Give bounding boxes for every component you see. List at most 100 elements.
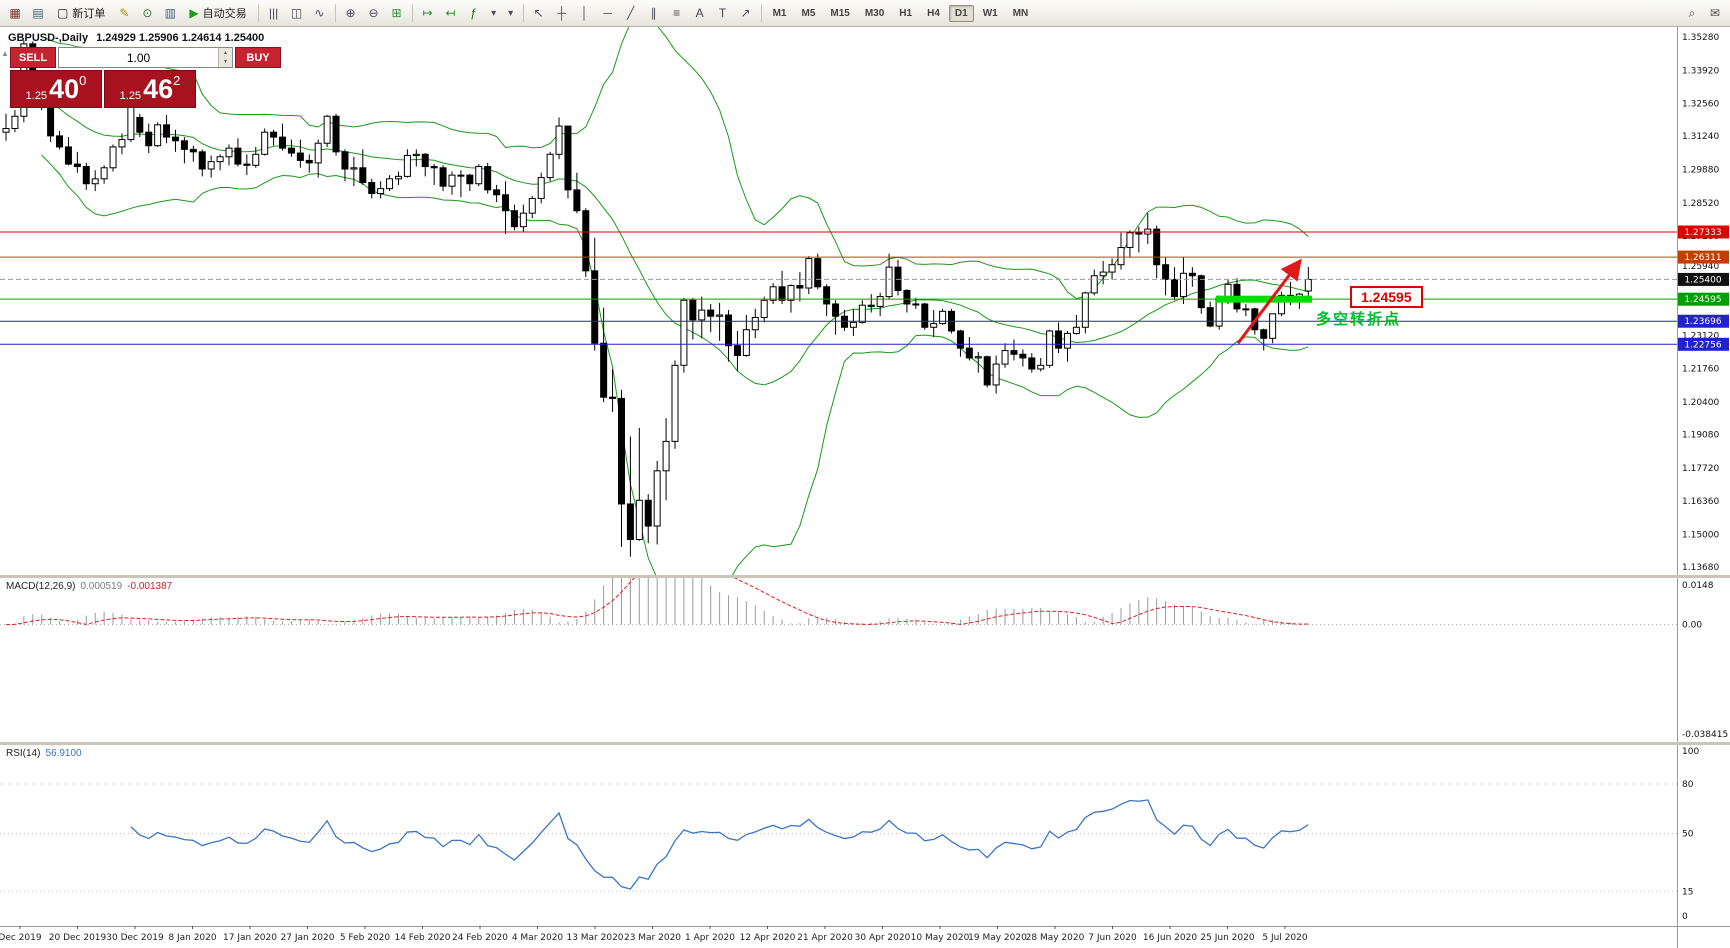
macd-axis[interactable]: 0.0148 0.00 -0.038415 [1682, 581, 1728, 740]
candlestick-chart-icon[interactable]: ◫ [286, 3, 308, 23]
price-tick-label: 1.23120 [1682, 331, 1719, 341]
new-order-button[interactable]: ▢ 新订单 [50, 3, 112, 23]
buy-button[interactable]: BUY [235, 47, 281, 68]
toolbar-scroll-group: ↦ ↤ ƒ ▾ ▾ [417, 3, 519, 23]
timeframe-h1-button[interactable]: H1 [893, 5, 918, 22]
autotrading-icon: ▶ [189, 6, 199, 20]
rsi-panel: 100 80 50 15 0 RSI(14) 56.9100 [0, 745, 1730, 926]
line-chart-icon[interactable]: ∿ [309, 3, 331, 23]
date-label: 7 Jun 2020 [1088, 933, 1137, 943]
timeframe-m5-button[interactable]: M5 [795, 5, 821, 22]
horizontal-line-icon[interactable]: ─ [597, 3, 619, 23]
timeframe-bar: M1 M5 M15 M30 H1 H4 D1 W1 MN [766, 4, 1036, 22]
price-tick-label: 1.15000 [1682, 531, 1719, 541]
toolbar-separator [334, 4, 336, 22]
date-label: 17 Jan 2020 [223, 933, 277, 943]
toolbar-separator [411, 4, 413, 22]
trend-arrow[interactable] [1236, 258, 1302, 345]
timeframe-m1-button[interactable]: M1 [767, 5, 793, 22]
panel-splitter[interactable] [0, 575, 1730, 578]
bar-chart-icon[interactable]: ||| [263, 3, 285, 23]
autotrading-button[interactable]: ▶ 自动交易 [182, 3, 253, 23]
date-label: 8 Jan 2020 [168, 933, 216, 943]
auto-scroll-icon[interactable]: ↦ [417, 3, 439, 23]
rsi-axis-label: 100 [1682, 747, 1699, 757]
mail-icon[interactable]: ✉ [1704, 3, 1726, 23]
rsi-axis-label: 80 [1682, 780, 1694, 790]
volume-spinner: ▲ ▼ [218, 48, 232, 67]
timeframe-mn-button[interactable]: MN [1007, 5, 1035, 22]
time-axis[interactable]: Dec 2019 20 Dec 2019 30 Dec 2019 8 Jan 2020… [0, 926, 1730, 948]
sell-button[interactable]: SELL [10, 47, 56, 68]
timeframe-m15-button[interactable]: M15 [824, 5, 855, 22]
timeframe-w1-button[interactable]: W1 [977, 5, 1004, 22]
bollinger-bands [41, 27, 1309, 575]
vertical-line-icon[interactable]: │ [574, 3, 596, 23]
zoom-out-icon[interactable]: ⊖ [363, 3, 385, 23]
volume-input[interactable] [59, 48, 218, 67]
volume-decrease-button[interactable]: ▼ [219, 57, 232, 67]
price-level-badge-label: 1.22756 [1684, 340, 1721, 350]
date-label: 4 Mar 2020 [512, 933, 564, 943]
date-label: 1 Apr 2020 [685, 933, 735, 943]
timeframe-d1-button[interactable]: D1 [948, 4, 974, 22]
tile-windows-icon[interactable]: ⊞ [386, 3, 408, 23]
market-watch-icon[interactable]: ⊙ [136, 3, 158, 23]
macd-chart[interactable]: 0.0148 0.00 -0.038415 [0, 578, 1730, 742]
macd-signal-line [5, 578, 1309, 626]
timeframe-h4-button[interactable]: H4 [921, 5, 946, 22]
text-icon[interactable]: A [689, 3, 711, 23]
equidistant-channel-icon[interactable]: ∥ [643, 3, 665, 23]
price-level-badge [1678, 337, 1729, 351]
data-window-icon[interactable]: ▥ [159, 3, 181, 23]
price-level-badge-label: 1.26311 [1684, 253, 1721, 263]
macd-axis-label: 0.00 [1682, 621, 1702, 631]
rsi-chart[interactable]: 100 80 50 15 0 [0, 745, 1730, 926]
one-click-collapse-icon[interactable]: ▲ [1, 49, 9, 58]
macd-axis-label: -0.038415 [1682, 730, 1728, 740]
trendline-icon[interactable]: ╱ [620, 3, 642, 23]
price-level-badge-label: 1.23696 [1684, 317, 1721, 327]
macd-axis-label: 0.0148 [1682, 581, 1714, 591]
price-chart-panel: 1.35280 1.33920 1.32560 1.31240 1.29880 1.285… [0, 27, 1730, 575]
fibonacci-icon[interactable]: ≡ [666, 3, 688, 23]
search-icon[interactable]: ⌕ [1681, 3, 1703, 23]
rsi-axis[interactable]: 100 80 50 15 0 [1682, 747, 1699, 922]
zoom-in-icon[interactable]: ⊕ [340, 3, 362, 23]
profiles-icon[interactable]: ▤ [27, 3, 49, 23]
new-chart-icon[interactable]: ▦ [4, 3, 26, 23]
arrows-icon[interactable]: ↗ [735, 3, 757, 23]
timeframe-m30-button[interactable]: M30 [859, 5, 890, 22]
panel-splitter[interactable] [0, 742, 1730, 745]
metaeditor-icon[interactable]: ✎ [113, 3, 135, 23]
date-label: 5 Jul 2020 [1262, 933, 1307, 943]
periods-dropdown-icon[interactable]: ▾ [486, 3, 502, 23]
text-label-icon[interactable]: T [712, 3, 734, 23]
volume-box: ▲ ▼ [58, 47, 233, 68]
price-tick-label: 1.17720 [1682, 464, 1719, 474]
support-highlight-bar[interactable] [1216, 295, 1312, 303]
date-label: 14 Feb 2020 [394, 933, 450, 943]
toolbar-chart-type-group: ||| ◫ ∿ [263, 3, 331, 23]
macd-panel: 0.0148 0.00 -0.038415 MACD(12,26,9) 0.00051… [0, 578, 1730, 742]
date-label: 28 May 2020 [1026, 933, 1085, 943]
crosshair-icon[interactable]: ┼ [551, 3, 573, 23]
price-level-badge-label: 1.25400 [1684, 275, 1721, 285]
sell-price-display[interactable]: 1.25 40 0 [10, 70, 102, 108]
price-axis[interactable]: 1.35280 1.33920 1.32560 1.31240 1.29880 1.285… [1678, 33, 1729, 573]
toolbar-separator [760, 4, 762, 22]
date-label: 20 Dec 2019 [49, 933, 107, 943]
indicators-icon[interactable]: ƒ [463, 3, 485, 23]
price-chart[interactable]: 1.35280 1.33920 1.32560 1.31240 1.29880 1.285… [0, 27, 1730, 575]
templates-dropdown-icon[interactable]: ▾ [503, 3, 519, 23]
rsi-axis-label: 15 [1682, 887, 1693, 897]
chart-shift-icon[interactable]: ↤ [440, 3, 462, 23]
volume-increase-button[interactable]: ▲ [219, 48, 232, 58]
buy-price-display[interactable]: 1.25 46 2 [104, 70, 196, 108]
cursor-icon[interactable]: ↖ [528, 3, 550, 23]
rsi-line [130, 799, 1309, 890]
candles [2, 40, 1312, 557]
buy-price-sup: 2 [173, 73, 181, 88]
new-order-icon: ▢ [57, 6, 69, 20]
